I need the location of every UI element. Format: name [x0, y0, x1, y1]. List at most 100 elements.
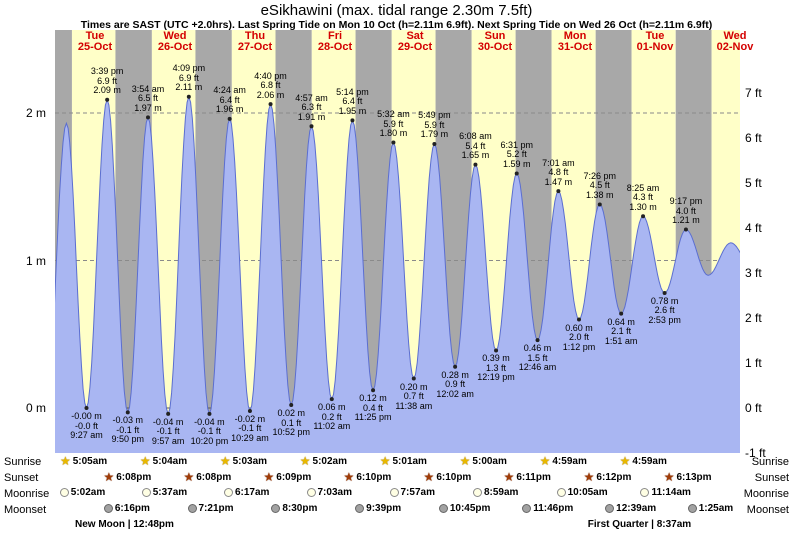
day-header-tue-25-oct: Tue 25-Oct [77, 30, 113, 53]
moonset-row-label-right: Moonset [746, 504, 789, 516]
sunset-event: ★ 6:11pm [504, 471, 551, 483]
high-tide-annotation: 4:57 am 6.3 ft 1.91 m [295, 92, 328, 122]
y-tick-right: 7 ft [745, 86, 762, 101]
sunset-event: ★ 6:09pm [264, 471, 312, 483]
sunset-star-icon: ★ [103, 470, 115, 484]
moonset-circle-icon [187, 504, 197, 513]
moonset-circle-icon [438, 504, 448, 513]
high-tide-point [227, 116, 232, 121]
low-tide-annotation: 0.64 m 2.1 ft 1:51 am [604, 316, 638, 346]
day-header-wed-26-oct: Wed 26-Oct [157, 30, 193, 53]
moonrise-time: 7:57am [400, 487, 435, 498]
moonset-time: 6:16pm [114, 503, 150, 514]
low-tide-annotation: -0.03 m -0.1 ft 9:50 pm [111, 415, 145, 445]
moonrise-time: 8:59am [483, 487, 519, 498]
moonrise-event: 7:03am [306, 487, 352, 498]
sunset-star-icon: ★ [503, 470, 515, 484]
sunset-event: ★ 6:10pm [424, 471, 472, 483]
sunset-row-label-right: Sunset [754, 472, 789, 484]
moonset-time: 12:39am [616, 503, 657, 514]
low-tide-annotation: -0.00 m -0.0 ft 9:27 am [70, 411, 103, 440]
sunrise-time: 5:05am [72, 455, 108, 467]
moonset-event: 12:39am [605, 503, 656, 514]
high-tide-point [186, 94, 191, 99]
sunrise-event: ★ 5:05am [60, 455, 107, 467]
y-tick-right: 3 ft [745, 266, 762, 281]
high-tide-annotation: 5:14 pm 6.4 ft 1.95 m [336, 86, 369, 116]
sunrise-star-icon: ★ [59, 454, 71, 468]
moonrise-circle-icon [141, 488, 151, 497]
moonset-time: 9:39pm [366, 503, 402, 514]
moonset-event: 6:16pm [103, 503, 150, 514]
moonset-time: 11:46pm [533, 503, 574, 514]
page-title: eSikhawini (max. tidal range 2.30m 7.5ft… [260, 2, 533, 19]
moonrise-time: 7:03am [317, 487, 352, 498]
moonset-event: 10:45pm [438, 503, 491, 514]
high-tide-annotation: 7:26 pm 4.5 ft 1.38 m [583, 170, 617, 200]
sunrise-time: 5:03am [232, 455, 268, 467]
moonset-event: 8:30pm [271, 503, 317, 514]
low-tide-annotation: 0.46 m 1.5 ft 12:46 am [518, 343, 557, 373]
sunset-star-icon: ★ [423, 470, 435, 484]
low-tide-point [207, 411, 212, 416]
moonrise-event: 11:14am [640, 487, 691, 498]
high-tide-point [683, 227, 688, 232]
moonrise-circle-icon [223, 488, 233, 497]
low-tide-annotation: -0.04 m -0.1 ft 10:20 pm [190, 416, 229, 446]
low-tide-point [619, 311, 624, 316]
low-tide-point [289, 403, 294, 408]
moonset-circle-icon [271, 504, 281, 513]
sunrise-event: ★ 5:03am [220, 455, 267, 467]
day-header-mon-31-oct: Mon 31-Oct [557, 30, 593, 53]
moonrise-circle-icon [556, 488, 566, 497]
low-tide-point [577, 317, 581, 322]
high-tide-point [597, 202, 602, 207]
high-tide-point [391, 140, 396, 145]
y-tick-left: 0 m [25, 401, 46, 415]
moonrise-circle-icon [389, 488, 399, 497]
high-tide-annotation: 8:25 am 4.3 ft 1.30 m [626, 182, 660, 212]
moonset-circle-icon [103, 504, 113, 513]
sunset-time: 6:10pm [436, 471, 472, 483]
y-tick-left: 1 m [25, 253, 46, 268]
sunrise-star-icon: ★ [379, 454, 391, 468]
sunrise-event: ★ 5:00am [460, 455, 507, 467]
sunrise-event: ★ 5:02am [300, 455, 347, 467]
low-tide-point [535, 338, 540, 343]
sunset-event: ★ 6:12pm [584, 471, 632, 483]
sunrise-star-icon: ★ [619, 454, 631, 468]
low-tide-annotation: 0.06 m 0.2 ft 11:02 am [313, 402, 351, 432]
y-tick-right: 5 ft [745, 176, 762, 191]
sunrise-star-icon: ★ [539, 454, 551, 468]
sunset-star-icon: ★ [183, 470, 195, 484]
day-header-fri-28-oct: Fri 28-Oct [317, 30, 353, 53]
moonset-time: 10:45pm [449, 503, 491, 514]
moonset-event: 11:46pm [522, 503, 573, 514]
sunrise-time: 4:59am [632, 455, 667, 467]
chart-subtitle: Times are SAST (UTC +2.0hrs). Last Sprin… [80, 19, 713, 31]
moonrise-circle-icon [306, 488, 316, 497]
sunrise-star-icon: ★ [139, 454, 151, 468]
high-tide-annotation: 4:09 pm 6.9 ft 2.11 m [172, 63, 206, 93]
high-tide-point [473, 162, 478, 167]
y-tick-left: 2 m [25, 106, 46, 120]
moonrise-time: 11:14am [651, 487, 691, 498]
high-tide-annotation: 3:54 am 6.5 ft 1.97 m [131, 83, 165, 113]
sunrise-row-label-left: Sunrise [4, 456, 42, 468]
sunrise-event: ★ 4:59am [620, 455, 667, 467]
moonrise-time: 6:17am [234, 487, 270, 498]
moonrise-circle-icon [640, 488, 650, 497]
low-tide-point [84, 406, 89, 410]
moonset-circle-icon [605, 504, 615, 513]
day-header-thu-27-oct: Thu 27-Oct [237, 30, 273, 53]
day-header-sat-29-oct: Sat 29-Oct [397, 30, 433, 53]
moonset-circle-icon [355, 504, 365, 513]
low-tide-annotation: 0.12 m 0.4 ft 11:25 pm [354, 393, 392, 423]
sunset-event: ★ 6:10pm [344, 471, 392, 483]
moonset-event: 7:21pm [187, 503, 234, 514]
sunrise-star-icon: ★ [299, 454, 311, 468]
sunset-time: 6:09pm [276, 471, 312, 483]
low-tide-point [125, 410, 130, 415]
